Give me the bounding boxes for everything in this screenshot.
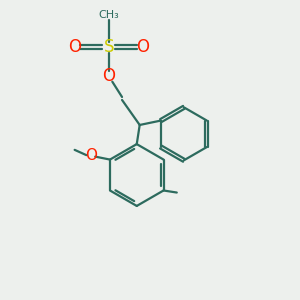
- Text: O: O: [68, 38, 81, 56]
- Text: CH₃: CH₃: [98, 11, 119, 20]
- Text: S: S: [103, 38, 114, 56]
- Text: O: O: [136, 38, 149, 56]
- Text: O: O: [102, 68, 115, 85]
- Text: O: O: [85, 148, 97, 163]
